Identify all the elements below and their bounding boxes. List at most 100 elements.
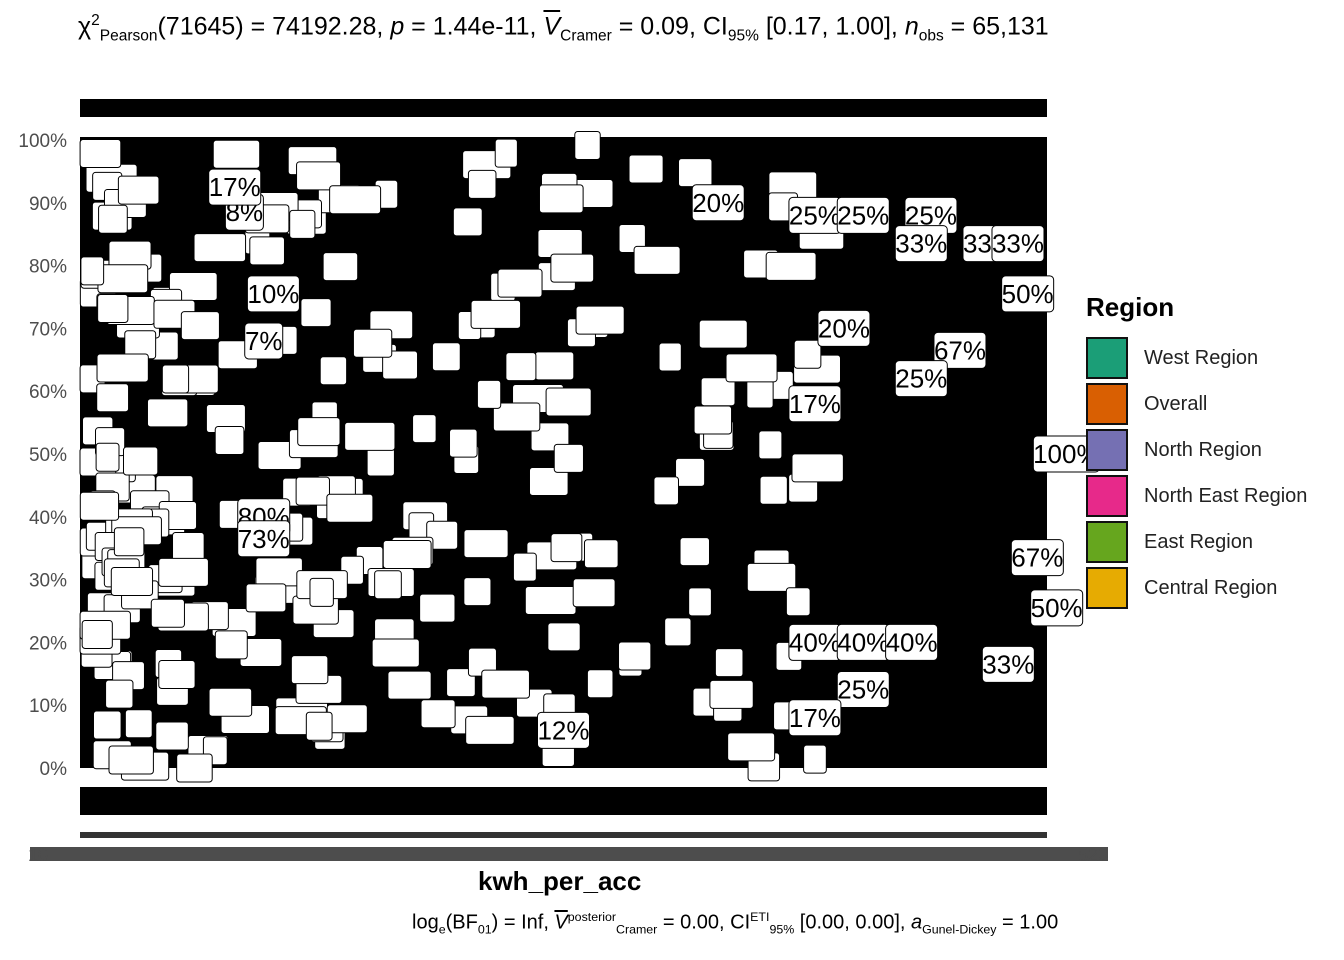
- chart-caption: loge(BF01) = Inf, VposteriorCramer = 0.0…: [412, 910, 1058, 937]
- label-box-clutter: [215, 631, 247, 659]
- label-box-clutter: [629, 155, 663, 183]
- ci-eti-sub: 95%: [769, 923, 794, 937]
- label-box-clutter: [726, 354, 777, 382]
- a-value: = 1.00: [997, 912, 1059, 934]
- y-tick-label: 10%: [29, 696, 67, 717]
- v-sub: Cramer: [560, 27, 612, 44]
- label-box-clutter: [372, 639, 419, 667]
- label-box-clutter: [535, 352, 574, 380]
- label-box-clutter: [82, 621, 112, 649]
- label-box-clutter: [310, 578, 333, 606]
- label-box-clutter: [453, 208, 482, 236]
- label-box-clutter: [513, 553, 536, 581]
- chi-sub: Pearson: [100, 27, 158, 44]
- v-value: = 0.09, CI: [612, 12, 728, 40]
- label-box-clutter: [710, 680, 753, 708]
- label-box-clutter: [689, 588, 712, 616]
- legend-swatch: [1086, 429, 1128, 471]
- label-box-clutter: [654, 477, 679, 505]
- label-box-clutter: [81, 257, 104, 285]
- label-box-clutter: [464, 578, 491, 606]
- n-sub: obs: [919, 27, 944, 44]
- data-label: 33%: [992, 229, 1044, 259]
- label-box-clutter: [96, 443, 119, 471]
- legend-swatch: [1086, 475, 1128, 517]
- legend-label: North East Region: [1144, 485, 1307, 508]
- legend-entry: North East Region: [1086, 473, 1307, 519]
- label-box-clutter: [173, 533, 205, 561]
- label-box-clutter: [215, 427, 244, 455]
- v-post-sup: posterior: [568, 910, 616, 924]
- legend-items: West Region Overall North Region North East…: [1086, 335, 1307, 611]
- v-symbol: V: [543, 12, 560, 40]
- ci-eti-sup: ETI: [750, 910, 769, 924]
- label-box-clutter: [468, 170, 496, 198]
- y-tick-label: 90%: [29, 194, 67, 215]
- label-box-clutter: [786, 588, 810, 616]
- data-label: 50%: [1031, 593, 1083, 623]
- data-label: 17%: [209, 172, 261, 202]
- label-box-clutter: [619, 642, 651, 670]
- top-strip: [80, 99, 1047, 117]
- label-box-clutter: [525, 587, 576, 615]
- data-label: 17%: [789, 703, 841, 733]
- data-label: 33%: [982, 649, 1034, 679]
- label-box-clutter: [482, 670, 530, 698]
- label-box-clutter: [320, 357, 346, 385]
- legend-entry: Central Region: [1086, 565, 1307, 611]
- label-box-clutter: [156, 722, 189, 750]
- label-box-clutter: [327, 705, 367, 733]
- label-box-clutter: [111, 567, 152, 595]
- label-box-clutter: [80, 140, 121, 168]
- a-sub: Gunel-Dickey: [922, 923, 996, 937]
- label-box-clutter: [573, 579, 615, 607]
- bottom-strip: [80, 787, 1047, 815]
- label-box-clutter: [177, 754, 213, 782]
- legend-label: North Region: [1144, 439, 1262, 462]
- log-sub: e: [439, 923, 446, 937]
- chart-title: χ2Pearson(71645) = 74192.28, p = 1.44e-1…: [78, 12, 1049, 45]
- label-box-clutter: [715, 649, 743, 677]
- legend-entry: North Region: [1086, 427, 1307, 473]
- label-box-clutter: [118, 176, 159, 204]
- data-label: 50%: [1002, 279, 1054, 309]
- label-box-clutter: [680, 538, 709, 566]
- label-box-clutter: [97, 354, 148, 382]
- label-box-clutter: [246, 584, 286, 612]
- label-box-clutter: [93, 711, 121, 739]
- data-label: 10%: [247, 279, 299, 309]
- legend: Region West Region Overall North Region Nor…: [1086, 292, 1307, 611]
- label-box-clutter: [464, 530, 508, 558]
- data-label: 25%: [837, 200, 889, 230]
- label-box-clutter: [576, 306, 624, 334]
- label-box-clutter: [678, 159, 711, 187]
- label-box-clutter: [466, 716, 515, 744]
- y-tick-label: 50%: [29, 445, 67, 466]
- legend-label: Central Region: [1144, 577, 1277, 600]
- y-tick-label: 40%: [29, 508, 67, 529]
- ci-sub: 95%: [728, 27, 759, 44]
- label-box-clutter: [471, 300, 520, 328]
- label-box-clutter: [766, 252, 816, 280]
- n-value: = 65,131: [944, 12, 1049, 40]
- label-box-clutter: [296, 477, 329, 505]
- v-post-sub: Cramer: [616, 923, 657, 937]
- label-box-clutter: [546, 388, 591, 416]
- label-box-clutter: [306, 712, 332, 740]
- label-box-clutter: [548, 623, 580, 651]
- label-box-clutter: [421, 700, 455, 728]
- label-box-clutter: [345, 422, 395, 450]
- y-tick-label: 30%: [29, 571, 67, 592]
- p-symbol: p: [390, 12, 404, 40]
- data-label: 25%: [837, 675, 889, 705]
- data-label: 25%: [895, 364, 947, 394]
- legend-entry: Overall: [1086, 381, 1307, 427]
- label-box-clutter: [99, 205, 128, 233]
- label-box-clutter: [587, 670, 613, 698]
- label-box-clutter: [792, 454, 843, 482]
- label-box-clutter: [383, 540, 431, 568]
- label-box-clutter: [760, 476, 787, 504]
- label-box-clutter: [575, 131, 600, 159]
- label-box-clutter: [80, 492, 118, 520]
- label-box-clutter: [327, 494, 373, 522]
